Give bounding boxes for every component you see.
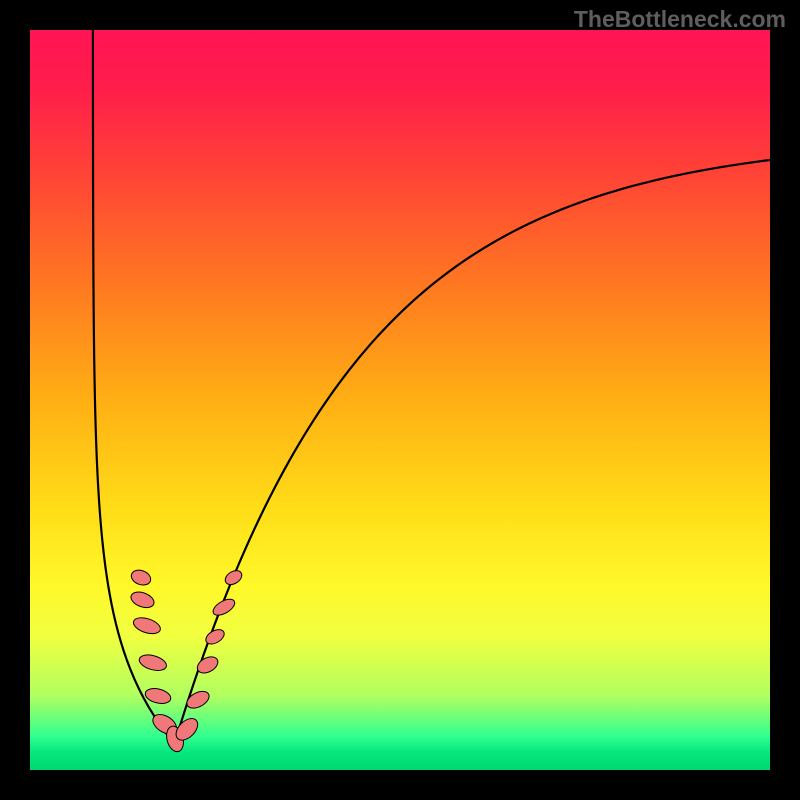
chart-container: TheBottleneck.com xyxy=(0,0,800,800)
watermark-text: TheBottleneck.com xyxy=(574,6,786,33)
bottleneck-chart xyxy=(0,0,800,800)
